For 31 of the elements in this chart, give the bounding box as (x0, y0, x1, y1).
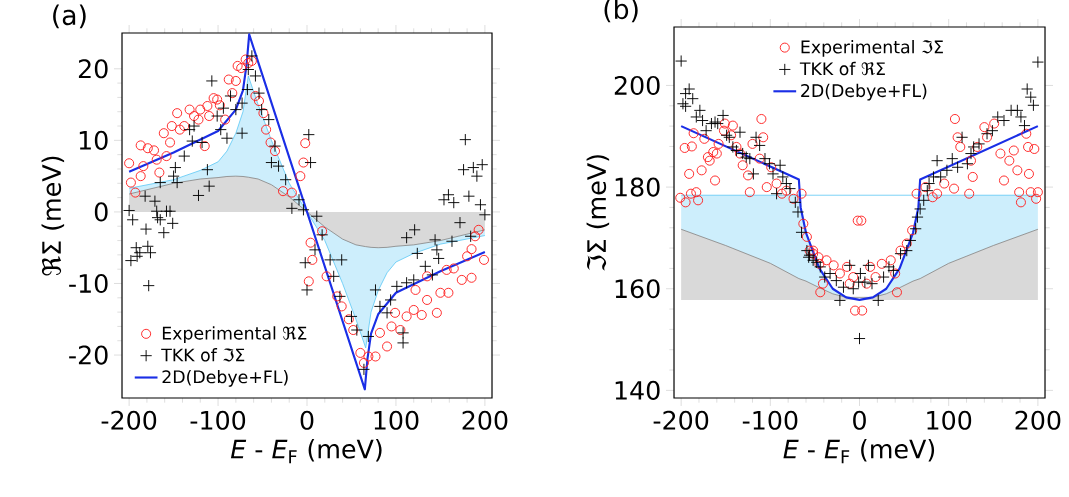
y-tick-label: 180 (615, 177, 660, 197)
x-tick-label: 200 (462, 410, 508, 430)
x-tick-label: 100 (374, 410, 419, 430)
y-tick-label: 10 (79, 130, 108, 150)
x-axis-title: E - E$_{F}$ (meV) (230, 439, 382, 464)
x-tick-label: -100 (742, 410, 798, 430)
x-tick-label: -200 (653, 410, 709, 430)
x-tick-label: 0 (300, 410, 314, 430)
line-series (680, 125, 1039, 301)
legend-label: Experimental ℑΣ (801, 40, 943, 57)
x-tick-label: 0 (853, 410, 866, 430)
y-tick-label: 20 (78, 59, 108, 79)
chart-title: (a) (53, 4, 86, 29)
y-axis-title: ℜΣ (meV) (41, 156, 65, 276)
legend-label: 2D(Debye+FL) (801, 83, 927, 101)
x-axis-title: E - E$_{F}$ (meV) (783, 439, 935, 464)
y-tick-label: -20 (69, 345, 108, 365)
x-tick-label: -200 (101, 410, 157, 430)
x-tick-label: 200 (1015, 410, 1061, 430)
legend-label: Experimental ℜΣ (162, 326, 307, 344)
y-axis-title: ℑΣ (meV) (586, 155, 610, 271)
y-tick-label: 0 (94, 202, 108, 222)
y-tick-label: 160 (615, 279, 660, 299)
y-tick-label: -10 (69, 273, 108, 294)
y-tick-label: 200 (614, 75, 660, 96)
legend-label: TKK of ℑΣ (161, 348, 245, 362)
y-tick-label: 140 (615, 380, 660, 400)
legend-label: 2D(Debye+FL) (162, 369, 288, 387)
x-tick-label: -100 (190, 410, 246, 430)
x-tick-label: 100 (927, 410, 972, 430)
legend-label: TKK of ℜΣ (799, 61, 885, 76)
